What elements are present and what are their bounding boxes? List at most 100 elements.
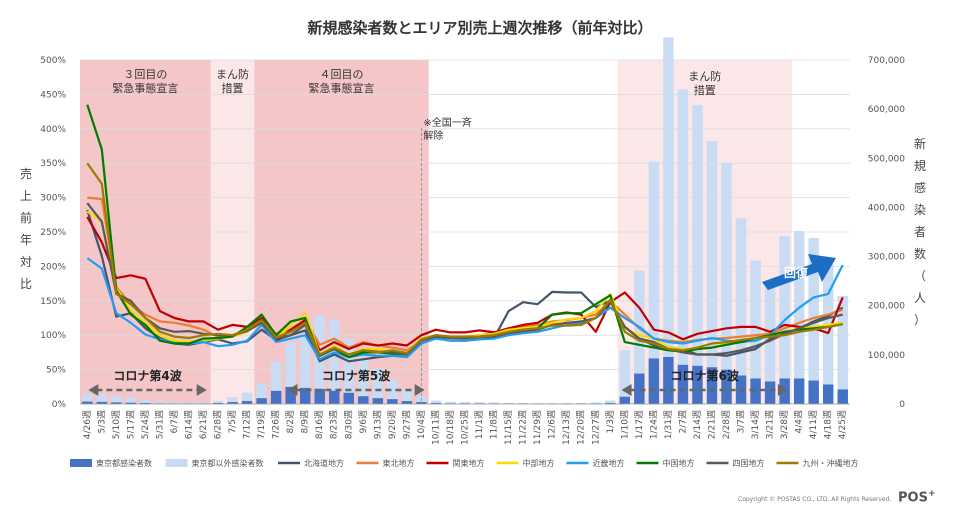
- legend-label: 四国地方: [733, 458, 765, 468]
- x-tick-label: 11/15週: [503, 410, 514, 445]
- bar-other: [241, 392, 253, 402]
- bar-other: [735, 218, 747, 376]
- y-left-tick-label: 200%: [40, 262, 66, 272]
- x-tick-label: 9/20週: [387, 410, 398, 439]
- bar-other: [605, 400, 616, 404]
- y-left-tick-label: 150%: [40, 297, 66, 307]
- y-right-tick-label: 600,000: [868, 105, 905, 115]
- legend-label: 中部地方: [523, 458, 555, 468]
- annotation-emergency4: ４回目の: [320, 68, 364, 81]
- y-right-axis-title-char: 新: [914, 136, 926, 151]
- y-left-tick-label: 400%: [40, 125, 66, 135]
- bar-tokyo: [401, 401, 413, 404]
- y-right-tick-label: 200,000: [868, 302, 905, 312]
- bar-other: [779, 235, 790, 379]
- wave5-label: コロナ第5波: [322, 368, 391, 383]
- bar-tokyo: [329, 390, 340, 404]
- bar-tokyo: [634, 373, 645, 404]
- bar-tokyo: [793, 378, 805, 404]
- x-tick-label: 6/14週: [183, 410, 194, 439]
- x-tick-label: 12/20週: [576, 410, 587, 445]
- y-left-tick-label: 250%: [40, 228, 66, 238]
- y-right-tick-label: 300,000: [868, 253, 905, 263]
- bar-other: [648, 161, 660, 359]
- bar-other: [590, 402, 601, 404]
- x-tick-label: 12/6週: [547, 410, 558, 439]
- bar-tokyo: [285, 386, 296, 404]
- x-tick-label: 8/2週: [285, 410, 296, 434]
- bar-other: [343, 338, 355, 393]
- bar-other: [285, 342, 296, 387]
- legend-label: 東京都以外感染者数: [192, 458, 264, 468]
- x-tick-label: 3/14週: [750, 410, 761, 439]
- y-right-axis-title-char: 染: [914, 202, 926, 217]
- x-tick-label: 4/11週: [808, 410, 819, 439]
- x-tick-label: 4/4週: [794, 410, 805, 434]
- x-tick-label: 8/30週: [343, 410, 354, 439]
- bar-tokyo: [837, 389, 848, 404]
- x-tick-label: 9/13週: [372, 410, 383, 439]
- bar-tokyo: [677, 364, 689, 404]
- bar-other: [227, 397, 238, 403]
- x-tick-label: 7/19週: [256, 410, 267, 439]
- wave6-label: コロナ第6波: [671, 368, 740, 383]
- y-right-tick-label: 100,000: [868, 351, 905, 361]
- bar-other: [358, 356, 369, 397]
- legend-label: 中国地方: [663, 458, 695, 468]
- x-tick-label: 5/17週: [125, 410, 136, 439]
- bar-other: [154, 401, 166, 404]
- bar-other: [619, 349, 631, 397]
- x-tick-label: 11/29週: [532, 410, 543, 445]
- bar-tokyo: [663, 356, 674, 404]
- x-tick-label: 2/21週: [706, 410, 717, 439]
- bar-tokyo: [299, 387, 311, 404]
- bar-tokyo: [241, 401, 253, 404]
- x-tick-label: 8/9週: [300, 410, 311, 434]
- annotation-manbo1: 措置: [222, 81, 244, 95]
- wave6-arrow-head-left: [621, 384, 632, 396]
- bar-other: [387, 379, 398, 400]
- bar-tokyo: [808, 380, 819, 404]
- y-left-tick-label: 50%: [46, 366, 66, 376]
- bar-other: [212, 401, 224, 404]
- bar-other: [125, 397, 137, 403]
- y-left-axis-title-char: 年: [20, 233, 32, 247]
- x-tick-label: 2/7週: [677, 410, 688, 434]
- x-tick-label: 6/28週: [213, 410, 224, 439]
- recovery-label: 回復: [784, 265, 809, 280]
- bar-other: [474, 402, 485, 404]
- wave5-arrow-head-left: [287, 384, 298, 396]
- y-left-tick-label: 100%: [40, 331, 66, 341]
- bar-tokyo: [111, 402, 122, 404]
- recovery-arrow: [762, 254, 836, 290]
- bar-tokyo: [619, 396, 631, 404]
- bar-tokyo: [721, 369, 732, 404]
- x-tick-label: 4/26週: [82, 410, 93, 439]
- y-right-axis-title-char: 者: [914, 225, 926, 239]
- x-tick-label: 5/3週: [96, 410, 107, 434]
- y-left-tick-label: 500%: [40, 56, 66, 66]
- x-tick-label: 10/11週: [430, 410, 441, 445]
- legend-label: 九州・沖縄地方: [803, 458, 859, 468]
- bar-other: [575, 402, 587, 404]
- bar-other: [430, 400, 442, 404]
- bar-tokyo: [314, 388, 325, 404]
- y-left-axis-title-char: 上: [20, 189, 32, 203]
- wave5-arrow-head-right: [414, 384, 425, 396]
- x-tick-label: 6/21週: [198, 410, 209, 439]
- x-tick-label: 5/24週: [140, 410, 151, 439]
- annotation-manbo1: まん防: [216, 67, 249, 81]
- y-left-tick-label: 350%: [40, 159, 66, 169]
- bar-other: [256, 383, 267, 399]
- x-tick-label: 7/5週: [227, 410, 238, 434]
- annotation-emergency3: ３回目の: [123, 68, 167, 81]
- bar-other: [96, 393, 108, 402]
- x-tick-label: 5/31週: [154, 410, 165, 439]
- bar-tokyo: [822, 384, 834, 404]
- x-tick-label: 1/31週: [663, 410, 674, 439]
- bar-other: [372, 368, 384, 399]
- y-right-axis-title-char: （: [914, 269, 926, 283]
- x-tick-label: 3/7週: [736, 410, 747, 434]
- bar-other: [793, 231, 805, 379]
- wave4-arrow-head-left: [88, 384, 99, 396]
